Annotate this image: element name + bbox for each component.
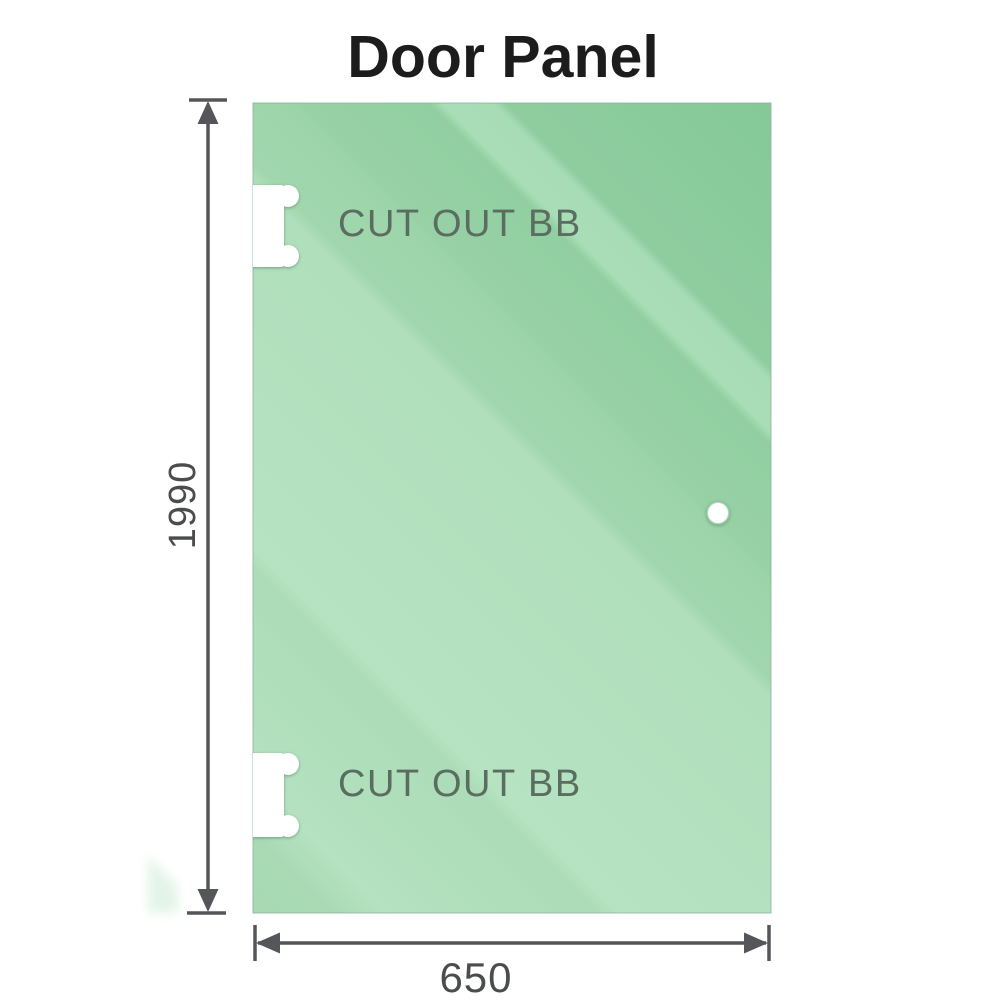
height-dimension-arrowheads [197,101,219,912]
arrowhead-left-icon [256,932,280,954]
hinge-cutout-top [253,185,299,267]
width-dimension-lines [253,925,771,961]
height-dimension-value: 1990 [162,461,204,550]
height-dimension-lines [187,98,227,915]
width-dimension-arrowheads [256,932,768,954]
arrowhead-down-icon [197,889,219,912]
cutout-label-bottom: CUT OUT BB [338,763,582,805]
hinge-cutouts [253,185,299,837]
handle-hole [706,501,730,525]
arrowhead-right-icon [744,932,768,954]
cutout-label-top: CUT OUT BB [338,203,582,245]
page-title: Door Panel [347,24,658,90]
hinge-cutout-bottom [253,753,299,837]
glass-panel [252,102,772,914]
width-dimension-value: 650 [439,954,512,1000]
glass-reflection-spill [148,856,178,913]
arrowhead-up-icon [197,101,219,124]
